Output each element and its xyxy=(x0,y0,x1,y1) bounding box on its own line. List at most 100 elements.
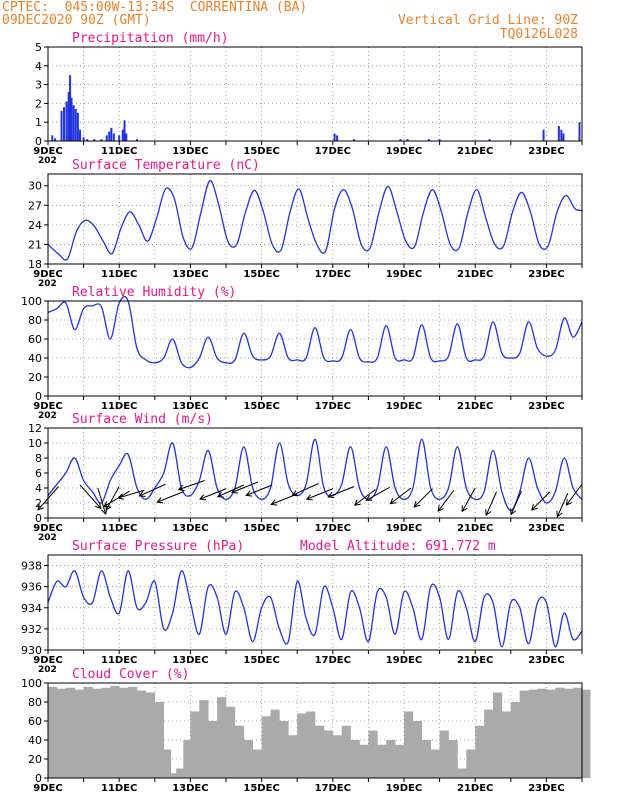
cloud-bar xyxy=(475,725,485,778)
header-model: TQ0126L028 xyxy=(499,27,578,42)
x-tick-label: 19DEC xyxy=(386,523,422,534)
panel-1: Precipitation (mm/h) 0 1 2 3 4 5 9DEC 11DEC 13DEC… xyxy=(33,31,583,166)
precip-bar xyxy=(438,139,441,141)
wind-arrow xyxy=(271,493,298,505)
wind-arrow-head xyxy=(485,509,492,517)
x-tick-label: 17DEC xyxy=(315,523,351,534)
y-tick-label: 0 xyxy=(35,512,42,525)
wind-arrow-head xyxy=(353,499,361,506)
wind-arrow-head xyxy=(177,484,185,492)
wind-arrow xyxy=(217,484,245,498)
x-tick-label: 21DEC xyxy=(457,146,493,157)
panel-title: Relative Humidity (%) xyxy=(72,285,236,300)
wind-arrow-head xyxy=(156,497,164,504)
x-tick-label: 17DEC xyxy=(315,783,351,794)
x-tick-label: 19DEC xyxy=(386,146,422,157)
x-tick-label: 21DEC xyxy=(457,401,493,412)
wind-arrow-head xyxy=(327,491,335,499)
wind-arrow xyxy=(366,486,391,501)
cloud-bar xyxy=(101,687,111,778)
cloud-bar xyxy=(306,711,316,778)
x-tick-label: 11DEC xyxy=(101,655,137,666)
cloud-bar xyxy=(83,686,93,778)
wind-arrow xyxy=(246,484,273,496)
x-tick-label: 23DEC xyxy=(528,146,564,157)
cloud-bar xyxy=(555,687,565,778)
panel-frame xyxy=(47,46,583,142)
wind-arrow xyxy=(390,487,412,505)
y-tick-label: 0 xyxy=(35,135,42,148)
wind-arrow xyxy=(327,486,355,498)
cloud-bar xyxy=(457,768,467,778)
cloud-bar xyxy=(199,700,209,778)
cloud-bar xyxy=(581,689,591,778)
cloud-bar xyxy=(65,687,76,778)
x-tick-label: 21DEC xyxy=(457,523,493,534)
x-tick-label: 15DEC xyxy=(243,146,279,157)
x-tick-label: 23DEC xyxy=(528,269,564,280)
panel-title: Surface Wind (m/s) xyxy=(72,412,213,427)
x-tick-label: 15DEC xyxy=(243,269,279,280)
x-tick-label: 13DEC xyxy=(172,523,208,534)
cloud-bar xyxy=(395,744,405,778)
x-tick-label: 23DEC xyxy=(528,783,564,794)
wind-arrow-head xyxy=(531,504,538,511)
precip-bar xyxy=(488,139,491,141)
y-tick-label: 2 xyxy=(35,497,42,510)
y-tick-label: 80 xyxy=(28,696,42,709)
x-tick-label: 17DEC xyxy=(315,269,351,280)
cloud-bar xyxy=(288,735,298,778)
precip-bar xyxy=(69,75,72,141)
precip-bar xyxy=(108,131,111,141)
cloud-bar xyxy=(48,686,58,778)
x-year-fragment: 202 xyxy=(38,156,57,166)
wind-arrow xyxy=(531,491,551,511)
panel-title: Surface Temperature (nC) xyxy=(72,158,260,173)
wind-arrow-head xyxy=(510,508,517,516)
y-tick-label: 24 xyxy=(28,219,42,232)
x-tick-label: 19DEC xyxy=(386,655,422,666)
y-tick-label: 6 xyxy=(35,467,42,480)
x-tick-label: 11DEC xyxy=(101,146,137,157)
precip-bar xyxy=(65,101,68,141)
panel-title: Surface Pressure (hPa) xyxy=(72,539,244,554)
grid xyxy=(48,555,582,650)
precip-bar xyxy=(136,139,138,141)
y-tick-label: 10 xyxy=(28,437,42,450)
y-tick-label: 934 xyxy=(21,602,42,615)
x-tick-label: 9DEC xyxy=(33,146,62,157)
wind-arrow-head xyxy=(291,490,299,497)
cloud-bar xyxy=(359,744,369,778)
series-line xyxy=(47,295,583,369)
panel-frame xyxy=(47,300,583,397)
cloud-bar xyxy=(217,697,227,778)
wind-arrow xyxy=(139,483,166,497)
x-tick-label: 21DEC xyxy=(457,269,493,280)
precip-bar xyxy=(67,92,70,141)
cloud-bar xyxy=(412,721,423,778)
cloud-bar xyxy=(252,749,262,778)
wind-arrow-head xyxy=(102,501,110,508)
x-tick-label: 23DEC xyxy=(528,523,564,534)
x-tick-label: 13DEC xyxy=(172,146,208,157)
wind-arrow-head xyxy=(556,510,563,518)
wind-arrow-head xyxy=(389,497,397,505)
x-tick-label: 15DEC xyxy=(243,401,279,412)
wind-arrow xyxy=(117,489,145,499)
wind-arrow xyxy=(157,491,184,503)
x-tick-label: 11DEC xyxy=(101,269,137,280)
y-tick-label: 60 xyxy=(28,715,42,728)
precip-bar xyxy=(560,129,563,141)
grid xyxy=(48,47,582,141)
x-tick-label: 9DEC xyxy=(33,401,62,412)
series-line xyxy=(47,438,583,512)
precip-bar xyxy=(333,133,336,141)
precip-bar xyxy=(110,127,113,141)
precip-bar xyxy=(562,133,565,141)
cloud-bar xyxy=(243,740,254,778)
y-tick-label: 930 xyxy=(21,644,42,657)
precip-bar xyxy=(118,135,121,141)
cloud-bar xyxy=(56,688,67,778)
cloud-bar xyxy=(341,725,351,778)
precip-bar xyxy=(542,129,545,141)
